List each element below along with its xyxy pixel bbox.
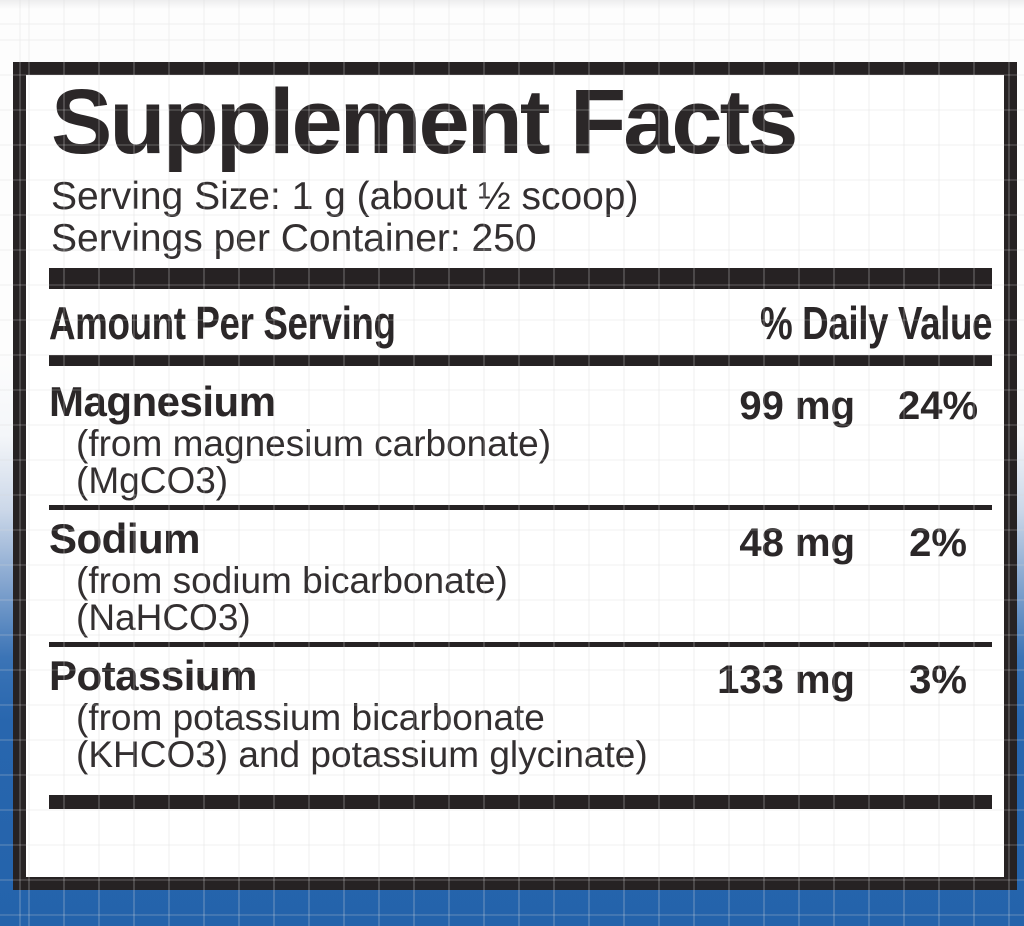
- nutrient-main-line: Potassium 133 mg 3%: [49, 652, 992, 702]
- nutrient-main-line: Sodium 48 mg 2%: [49, 515, 992, 565]
- nutrient-amount: 99 mg: [739, 384, 855, 428]
- nutrient-detail-line: (from sodium bicarbonate): [76, 560, 508, 601]
- serving-info: Serving Size: 1 g (about ½ scoop) Servin…: [51, 176, 992, 260]
- nutrient-detail-line: (from magnesium carbonate): [76, 423, 552, 464]
- amount-per-serving-header: Amount Per Serving: [49, 297, 396, 349]
- nutrient-row-sodium: Sodium 48 mg 2% (from sodium bicarbonate…: [49, 515, 992, 638]
- nutrient-detail-line: (KHCO3) and potassium glycinate): [76, 734, 648, 775]
- percent-daily-value-header: % Daily Value: [759, 297, 992, 349]
- nutrient-row-magnesium: Magnesium 99 mg 24% (from magnesium carb…: [49, 378, 992, 501]
- separator-bar-thick-top: [49, 268, 992, 289]
- nutrient-detail-line: (NaHCO3): [76, 597, 251, 638]
- column-header-row: Amount Per Serving % Daily Value: [49, 297, 992, 349]
- nutrient-detail-line: (from potassium bicarbonate: [76, 697, 545, 738]
- servings-per-container-line: Servings per Container: 250: [51, 217, 537, 260]
- supplement-facts-title: Supplement Facts: [51, 71, 798, 173]
- nutrient-detail-line: (MgCO3): [76, 460, 229, 501]
- nutrient-main-line: Magnesium 99 mg 24%: [49, 378, 992, 428]
- nutrient-row-potassium: Potassium 133 mg 3% (from potassium bica…: [49, 652, 992, 775]
- nutrient-daily-value: 2%: [909, 521, 967, 565]
- nutrient-daily-value: 3%: [909, 658, 967, 702]
- row-divider: [49, 642, 992, 647]
- nutrient-amount: 133 mg: [717, 658, 855, 702]
- nutrient-name: Sodium: [49, 515, 201, 562]
- separator-bar-thick-bottom: [49, 795, 992, 809]
- panel-content: Supplement Facts Serving Size: 1 g (abou…: [26, 75, 1004, 809]
- row-divider: [49, 505, 992, 510]
- nutrient-daily-value: 24%: [897, 384, 979, 428]
- nutrient-name: Magnesium: [49, 378, 276, 425]
- supplement-facts-panel: Supplement Facts Serving Size: 1 g (abou…: [13, 62, 1017, 890]
- nutrient-name: Potassium: [49, 652, 257, 699]
- serving-size-line: Serving Size: 1 g (about ½ scoop): [51, 175, 639, 218]
- separator-bar-medium: [49, 355, 992, 366]
- nutrient-amount: 48 mg: [739, 521, 855, 565]
